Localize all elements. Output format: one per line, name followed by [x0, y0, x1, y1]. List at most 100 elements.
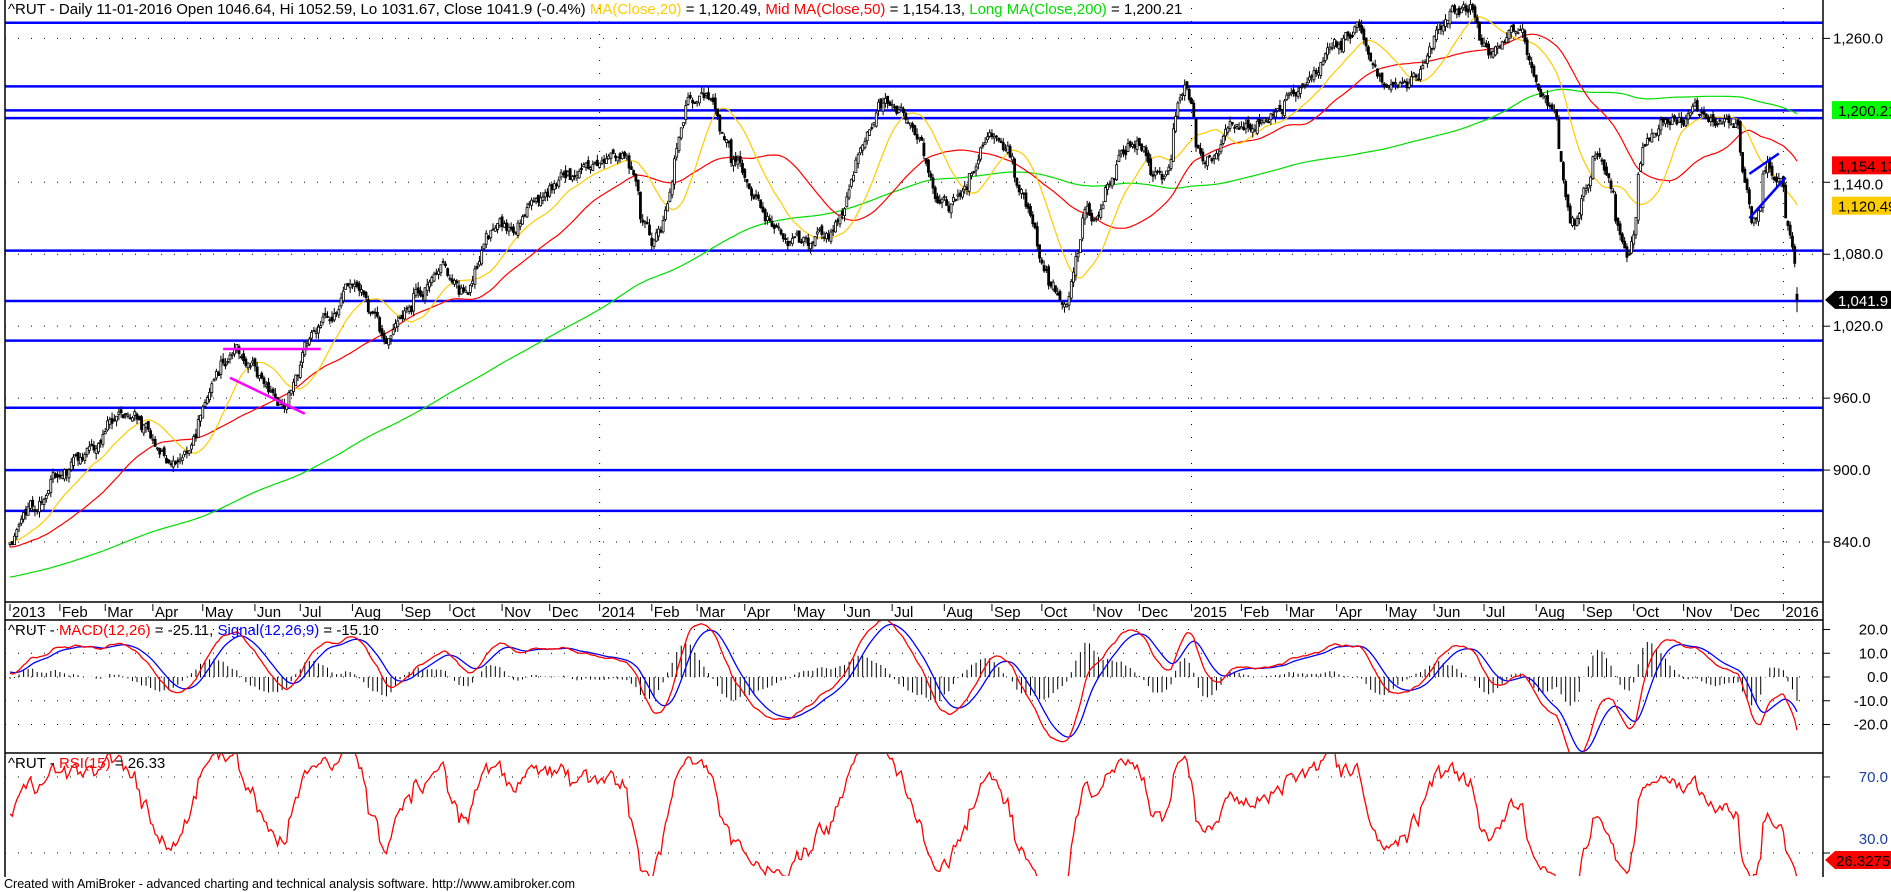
candle-up [1244, 122, 1248, 130]
candle-down [958, 192, 962, 197]
candle-down [1335, 41, 1339, 48]
candle-up [1051, 281, 1055, 290]
candle-up [1589, 176, 1593, 187]
candle-down [1598, 153, 1602, 157]
candle-down [121, 414, 125, 419]
price-axis-label: 900.0 [1833, 462, 1871, 479]
candle-down [76, 452, 80, 461]
candle-down [931, 177, 935, 189]
price-axis-label: 1,140.0 [1833, 177, 1883, 194]
candle-down [326, 315, 329, 318]
candle-up [859, 147, 862, 154]
candle-up [468, 284, 472, 293]
candle-up [777, 226, 781, 229]
candle-down [466, 292, 470, 295]
date-axis-label: 2013 [12, 604, 45, 621]
candle-up [566, 171, 570, 176]
candle-down [140, 416, 143, 431]
candle-up [1444, 19, 1447, 27]
candle-up [448, 277, 452, 280]
candle-down [870, 127, 874, 129]
candle-down [1242, 127, 1246, 131]
candle-down [648, 224, 651, 236]
candle-down [346, 283, 350, 287]
candle-up [214, 371, 218, 379]
candle-down [176, 460, 180, 463]
candle-up [26, 506, 30, 516]
candle-up [1321, 60, 1325, 66]
candle-up [13, 535, 16, 545]
date-axis-label: 2014 [602, 604, 635, 621]
date-axis-label: 2015 [1194, 604, 1227, 621]
candle-up [1174, 115, 1178, 132]
candle-down [523, 214, 527, 217]
candle-up [42, 498, 46, 505]
candle-up [577, 170, 581, 179]
candle-down [1047, 266, 1051, 286]
candle-up [49, 478, 53, 494]
candle-down [135, 413, 139, 420]
ma200-label: Long MA(Close,200) [969, 1, 1107, 18]
candle-up [83, 454, 87, 461]
candle-up [1081, 217, 1085, 239]
candle-up [507, 226, 511, 232]
candle-up [192, 436, 196, 446]
date-axis-label: May [797, 604, 826, 621]
candle-up [1167, 166, 1171, 172]
candle-down [1049, 281, 1053, 287]
candle-up [1759, 207, 1763, 212]
candle-up [518, 223, 522, 227]
candle-up [1670, 117, 1674, 125]
candle-up [35, 509, 39, 512]
candle-down [491, 228, 495, 231]
candle-up [101, 434, 105, 445]
candle-down [400, 314, 404, 319]
candle-up [208, 391, 211, 401]
candle-up [1462, 4, 1466, 9]
candle-down [1471, 4, 1475, 11]
date-axis-label: Aug [354, 604, 381, 621]
candle-down [450, 278, 454, 283]
candle-down [1566, 194, 1570, 208]
candle-up [1215, 153, 1218, 160]
candle-up [700, 92, 704, 95]
macd-axis-label: -20.0 [1854, 717, 1888, 734]
candle-down [380, 328, 384, 336]
candle-down [1439, 25, 1443, 31]
candle-up [654, 232, 658, 242]
candle-up [881, 102, 885, 112]
candle-down [1550, 104, 1554, 110]
candle-down [1623, 240, 1627, 249]
candle-down [920, 136, 924, 141]
candle-up [423, 287, 427, 301]
rsi-value-tag [1825, 851, 1891, 870]
candle-down [754, 194, 758, 197]
candle-down [1124, 150, 1128, 156]
candle-down [741, 162, 744, 173]
candle-up [391, 329, 395, 335]
candle-down [995, 135, 998, 138]
date-axis-label: Nov [1686, 604, 1713, 621]
candle-up [1446, 19, 1450, 24]
ma20-line [9, 15, 1798, 542]
date-axis-label: Feb [1243, 604, 1269, 621]
candle-up [657, 228, 660, 237]
candle-up [605, 158, 608, 164]
candle-down [92, 444, 96, 451]
candle-down [1512, 24, 1515, 32]
candle-up [1450, 5, 1454, 13]
candle-down [1196, 144, 1200, 149]
candle-down [879, 98, 883, 109]
candle-down [945, 199, 948, 206]
candle-down [1403, 80, 1407, 83]
candle-down [1607, 173, 1611, 179]
price-axis-label: 960.0 [1833, 390, 1871, 407]
candle-down [820, 225, 824, 235]
candle-up [992, 135, 996, 139]
date-axis-label: Jul [1486, 604, 1505, 621]
candle-up [1106, 184, 1109, 190]
candle-up [818, 228, 821, 231]
candle-down [362, 290, 366, 296]
candle-down [1738, 121, 1742, 153]
candle-down [1015, 177, 1019, 186]
